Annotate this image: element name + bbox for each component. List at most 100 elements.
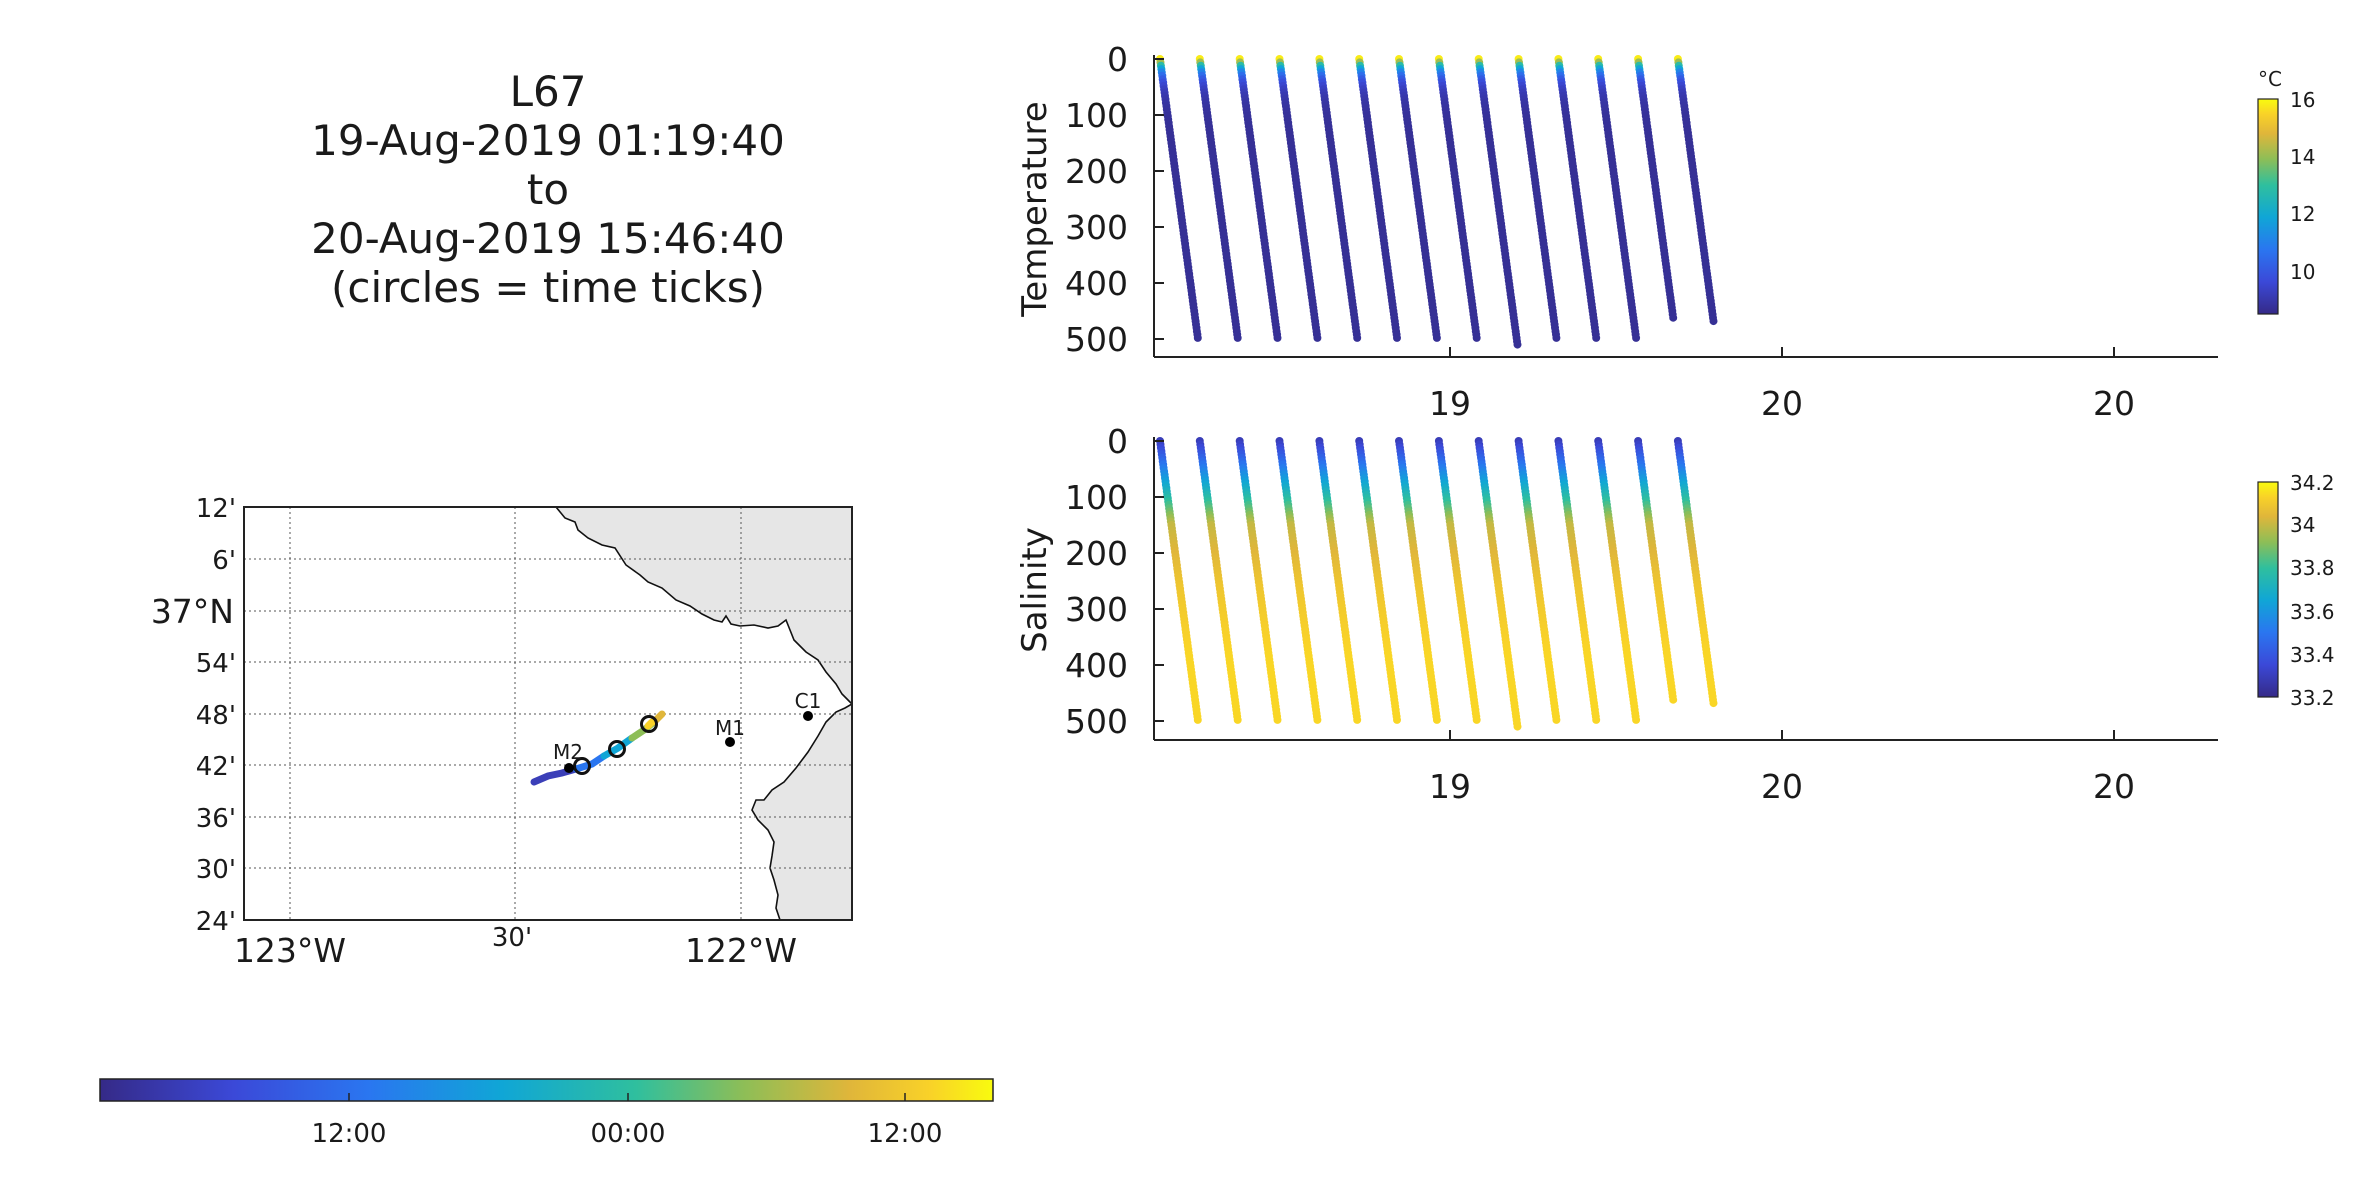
- temperature-y-tick-label: 0: [1107, 40, 1128, 79]
- station-m1: M1: [715, 716, 745, 747]
- salinity-colorbar: 34.2 34 33.8 33.6 33.4 33.2: [2257, 471, 2335, 710]
- profile-point: [1193, 715, 1202, 724]
- temperature-colorbar-label: 14: [2290, 145, 2315, 169]
- coastline-land: [554, 507, 852, 920]
- time-colorbar-label: 12:00: [868, 1119, 943, 1149]
- profile-point: [1273, 333, 1282, 342]
- temperature-profiles: [1156, 55, 1718, 349]
- temperature-x-tick-label: 19: [1429, 384, 1471, 423]
- profile-column: [1275, 437, 1322, 724]
- profile-column: [1156, 55, 1202, 342]
- time-colorbar-label: 00:00: [591, 1119, 666, 1149]
- profile-point: [1669, 695, 1678, 704]
- map-lat-label: 12': [196, 494, 236, 524]
- salinity-y-tick-label: 0: [1107, 422, 1128, 461]
- profile-column: [1275, 55, 1322, 342]
- profile-column: [1514, 55, 1561, 342]
- time-colorbar-gradient: [99, 1078, 994, 1102]
- map-lon-label: 122°W: [685, 931, 797, 970]
- profile-point: [1393, 333, 1401, 342]
- profile-column: [1315, 55, 1362, 342]
- profile-column: [1474, 55, 1522, 349]
- profile-column: [1395, 55, 1441, 342]
- profile-column: [1554, 437, 1601, 724]
- temperature-colorbar-label: 10: [2290, 260, 2315, 284]
- salinity-colorbar-label: 33.8: [2290, 556, 2335, 580]
- profile-point: [1472, 715, 1481, 724]
- salinity-x-tick-label: 20: [1761, 767, 1803, 806]
- profile-column: [1315, 437, 1362, 724]
- time-tick-circle: [608, 740, 626, 758]
- salinity-colorbar-label: 33.6: [2290, 600, 2335, 624]
- salinity-panel: 0 100 200 300 400 500 19 20 20 Salinity …: [1015, 422, 2335, 806]
- salinity-y-tick-label: 400: [1065, 646, 1128, 685]
- profile-point: [1233, 715, 1242, 724]
- profile-column: [1434, 437, 1481, 724]
- temperature-y-tick-label: 500: [1065, 320, 1128, 359]
- profile-column: [1355, 55, 1401, 342]
- map-lat-label: 54': [196, 649, 236, 679]
- profile-column: [1474, 437, 1522, 731]
- temperature-colorbar-unit: °C: [2258, 67, 2282, 91]
- station-c1: C1: [795, 689, 822, 721]
- glider-track: [530, 710, 666, 786]
- profile-column: [1235, 437, 1282, 724]
- profile-point: [1513, 722, 1522, 731]
- salinity-colorbar-label: 34.2: [2290, 471, 2335, 495]
- salinity-colorbar-label: 33.4: [2290, 643, 2335, 667]
- profile-column: [1156, 437, 1202, 724]
- temperature-colorbar: °C 16 14 12 10: [2257, 67, 2315, 315]
- salinity-y-tick-label: 500: [1065, 702, 1128, 741]
- station-label: C1: [795, 689, 822, 713]
- track-map: 12' 6' 37°N 54' 48' 42' 36' 30' 24' 123°…: [151, 494, 853, 970]
- salinity-y-ticks: 0 100 200 300 400 500: [1065, 422, 1164, 741]
- time-tick-circle: [573, 757, 591, 775]
- salinity-colorbar-gradient: [2257, 481, 2279, 698]
- station-marker: [803, 711, 813, 721]
- profile-point: [1313, 333, 1322, 342]
- temperature-y-tick-label: 300: [1065, 208, 1128, 247]
- profile-column: [1195, 437, 1242, 724]
- profile-point: [1669, 313, 1678, 322]
- map-lon-label: 30': [492, 923, 532, 953]
- profile-point: [1393, 715, 1401, 724]
- station-marker: [564, 763, 574, 773]
- temperature-y-ticks: 0 100 200 300 400 500: [1065, 40, 1164, 359]
- profile-column: [1355, 437, 1401, 724]
- profile-point: [1552, 333, 1561, 342]
- profile-column: [1235, 55, 1282, 342]
- profile-point: [1233, 333, 1242, 342]
- map-lat-label: 48': [196, 701, 236, 731]
- title-line-2: 19-Aug-2019 01:19:40: [311, 116, 785, 165]
- station-label: M1: [715, 716, 745, 740]
- map-lat-label: 6': [212, 546, 236, 576]
- profile-column: [1514, 437, 1561, 724]
- track-segment: [600, 734, 636, 760]
- profile-column: [1195, 55, 1242, 342]
- salinity-x-tick-label: 20: [2093, 767, 2135, 806]
- station-label: M2: [553, 740, 583, 764]
- map-frame: [243, 506, 853, 921]
- track-segment: [572, 752, 608, 773]
- map-lat-label: 37°N: [151, 592, 234, 631]
- salinity-y-tick-label: 100: [1065, 478, 1128, 517]
- profile-column: [1594, 55, 1641, 342]
- profile-column: [1594, 437, 1641, 724]
- map-lat-label: 30': [196, 855, 236, 885]
- profile-point: [1193, 333, 1202, 342]
- profile-column: [1395, 437, 1441, 724]
- temperature-colorbar-label: 16: [2290, 88, 2315, 112]
- temperature-y-tick-label: 200: [1065, 152, 1128, 191]
- time-colorbar-label: 12:00: [312, 1119, 387, 1149]
- profile-point: [1513, 340, 1522, 349]
- track-segment: [644, 718, 656, 730]
- salinity-y-tick-label: 300: [1065, 590, 1128, 629]
- profile-column: [1554, 55, 1601, 342]
- salinity-colorbar-label: 34: [2290, 513, 2315, 537]
- map-lat-label: 24': [196, 907, 236, 937]
- temperature-colorbar-label: 12: [2290, 202, 2315, 226]
- profile-column: [1634, 55, 1678, 322]
- title-line-1: L67: [510, 67, 587, 116]
- salinity-y-tick-label: 200: [1065, 534, 1128, 573]
